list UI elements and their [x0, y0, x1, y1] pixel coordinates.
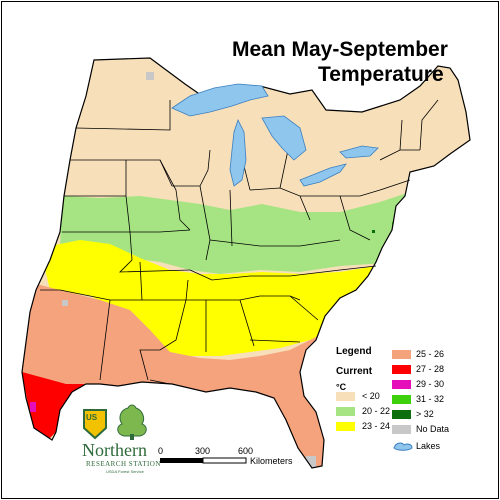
lake-erie: [299, 163, 347, 187]
usda-logo: [83, 404, 147, 440]
legend-label-25-26: 25 - 26: [416, 349, 445, 359]
legend-heading: Legend: [336, 346, 372, 357]
scale-bar: [160, 457, 247, 464]
tree-icon: [117, 404, 147, 437]
region-outline: [21, 57, 471, 469]
zone-27-28: [22, 372, 84, 440]
scale-tick-600: 600: [238, 446, 254, 456]
legend-subheading: Current: [336, 366, 373, 377]
legend-swatch-31-32: [392, 395, 411, 404]
lake-michigan: [229, 118, 247, 187]
map-title-line1: Mean May-September: [232, 38, 448, 61]
legend-label-20-22: 20 - 22: [362, 406, 391, 416]
state-boundaries: [40, 99, 439, 385]
legend-swatch-below-20: [336, 392, 355, 401]
scale-tick-0: 0: [158, 446, 164, 456]
legend-swatch-20-22: [336, 407, 355, 416]
legend-unit: °C: [336, 382, 347, 392]
zone-20-22: [60, 192, 420, 274]
legend-label-31-32: 31 - 32: [416, 394, 445, 404]
legend-swatch-above-32: [392, 410, 411, 419]
scale-tick-300: 300: [195, 446, 211, 456]
legend-swatch-25-26: [392, 350, 411, 359]
legend-swatch-23-24: [336, 422, 355, 431]
legend-label-below-20: < 20: [362, 391, 380, 401]
zone-above-32: [372, 230, 375, 233]
lake-swatch-icon: [393, 442, 413, 451]
scale-unit: Kilometers: [250, 456, 293, 466]
legend-label-no-data: No Data: [416, 424, 450, 434]
zone-23-24: [40, 240, 390, 356]
legend-label-lakes: Lakes: [416, 441, 441, 451]
lakes: [171, 83, 379, 187]
lake-superior: [171, 83, 269, 117]
logo-tagline: USDA Forest Service: [106, 469, 144, 474]
no-data-patch: [62, 300, 68, 306]
logo-name: Northern: [82, 440, 147, 460]
lake-huron: [261, 115, 307, 161]
legend-label-23-24: 23 - 24: [362, 421, 391, 431]
legend-swatch-27-28: [392, 365, 411, 374]
lake-ontario: [339, 145, 379, 159]
legend-label-29-30: 29 - 30: [416, 379, 445, 389]
legend-label-above-32: > 32: [416, 409, 434, 419]
logo-shield-text: US: [86, 413, 98, 422]
zone-29-30: [30, 402, 36, 412]
map-title-line2: Temperature: [318, 63, 444, 86]
legend-swatch-29-30: [392, 380, 411, 389]
logo-subtitle: RESEARCH STATION: [86, 460, 161, 468]
legend-swatch-no-data: [392, 425, 411, 434]
legend-label-27-28: 27 - 28: [416, 364, 445, 374]
forest-service-shield-icon: [83, 409, 107, 440]
no-data-patch: [306, 456, 316, 468]
no-data-patch: [146, 72, 154, 80]
tree-trunk: [130, 434, 134, 440]
